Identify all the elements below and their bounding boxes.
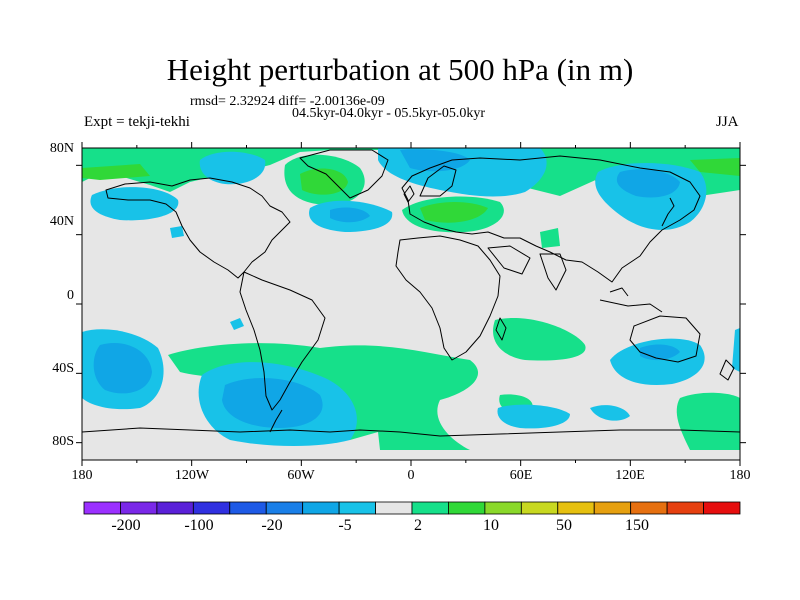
negative-northpacific	[90, 187, 179, 221]
positive-southindian	[493, 318, 586, 361]
negative-anomaly-regions	[82, 148, 740, 446]
colorbar-swatch	[192, 501, 231, 515]
lat-label-80s: 80S	[52, 434, 74, 449]
lon-label-0: 0	[407, 468, 415, 483]
colorbar-swatch	[593, 501, 632, 515]
colorbar-swatch	[703, 501, 741, 515]
axis-ticks	[76, 142, 746, 466]
colorbar-swatch	[375, 501, 413, 515]
colorbar-label: -200	[111, 517, 141, 534]
stats-line: rmsd= 2.32924 diff= -2.00136e-09	[190, 94, 385, 109]
coastline-japan	[661, 197, 675, 227]
colorbar-label: 2	[414, 517, 422, 534]
coastline-australia	[629, 315, 701, 363]
coastline-greenland	[299, 149, 389, 199]
colorbar-swatch	[666, 501, 704, 515]
colorbar-swatch	[338, 501, 376, 515]
lon-label-120e: 120E	[615, 468, 645, 483]
coastlines	[82, 149, 740, 437]
lat-label-40n: 40N	[49, 214, 74, 229]
colorbar-swatch	[302, 501, 340, 515]
coastline-scandinavia	[419, 165, 457, 197]
colorbar	[83, 501, 741, 515]
period-line: 04.5kyr-04.0kyr - 05.5kyr-05.0kyr	[292, 106, 486, 121]
coastline-eurasia	[401, 155, 701, 283]
colorbar-swatch	[229, 501, 267, 515]
negative-australia-south	[610, 338, 705, 385]
colorbar-swatch	[411, 501, 449, 515]
colorbar-label: -20	[261, 517, 283, 534]
negative-core-regions	[93, 149, 680, 429]
colorbar-swatch	[83, 501, 121, 515]
coastline-madagascar	[495, 317, 507, 341]
map-title: Height perturbation at 500 hPa (in m)	[166, 52, 634, 87]
lat-label-80n: 80N	[49, 141, 74, 156]
colorbar-swatch	[265, 501, 304, 515]
colorbar-label: -100	[184, 517, 214, 534]
lon-label-120w: 120W	[174, 468, 210, 483]
colorbar-label: 150	[625, 517, 649, 534]
colorbar-swatch	[520, 501, 559, 515]
colorbar-label: 50	[556, 517, 572, 534]
negative-indian-south	[497, 404, 570, 429]
coastline-antarctic-peninsula	[269, 409, 283, 433]
lon-label-60e: 60E	[509, 468, 533, 483]
coastline-british-isles	[403, 185, 415, 203]
colorbar-label: 10	[483, 517, 499, 534]
colorbar-label: -5	[338, 517, 352, 534]
experiment-label: Expt = tekji-tekhi	[84, 114, 190, 130]
coastline-india	[539, 253, 567, 291]
lat-label-40s: 40S	[52, 361, 74, 376]
lat-label-equator: 0	[67, 288, 74, 303]
coastline-south-america	[239, 271, 326, 411]
coastline-arabia	[487, 245, 531, 275]
coastline-new-zealand	[719, 359, 735, 381]
coastline-africa	[395, 235, 501, 361]
coastline-north-america	[105, 177, 291, 279]
coastline-antarctica	[82, 427, 740, 437]
map-panel	[82, 148, 740, 460]
negative-canada	[199, 151, 266, 185]
coastline-indonesia	[599, 287, 663, 313]
colorbar-swatch	[630, 501, 668, 515]
lon-label-180e: 180	[729, 468, 751, 483]
colorbar-swatch	[156, 501, 194, 515]
positive-southpacific	[676, 392, 740, 450]
season-label: JJA	[716, 114, 739, 130]
colorbar-swatch	[120, 501, 158, 515]
colorbar-swatch	[557, 501, 595, 515]
lon-label-60w: 60W	[287, 468, 315, 483]
lon-label-180w: 180	[71, 468, 93, 483]
colorbar-swatch	[448, 501, 486, 515]
colorbar-swatch	[484, 501, 522, 515]
